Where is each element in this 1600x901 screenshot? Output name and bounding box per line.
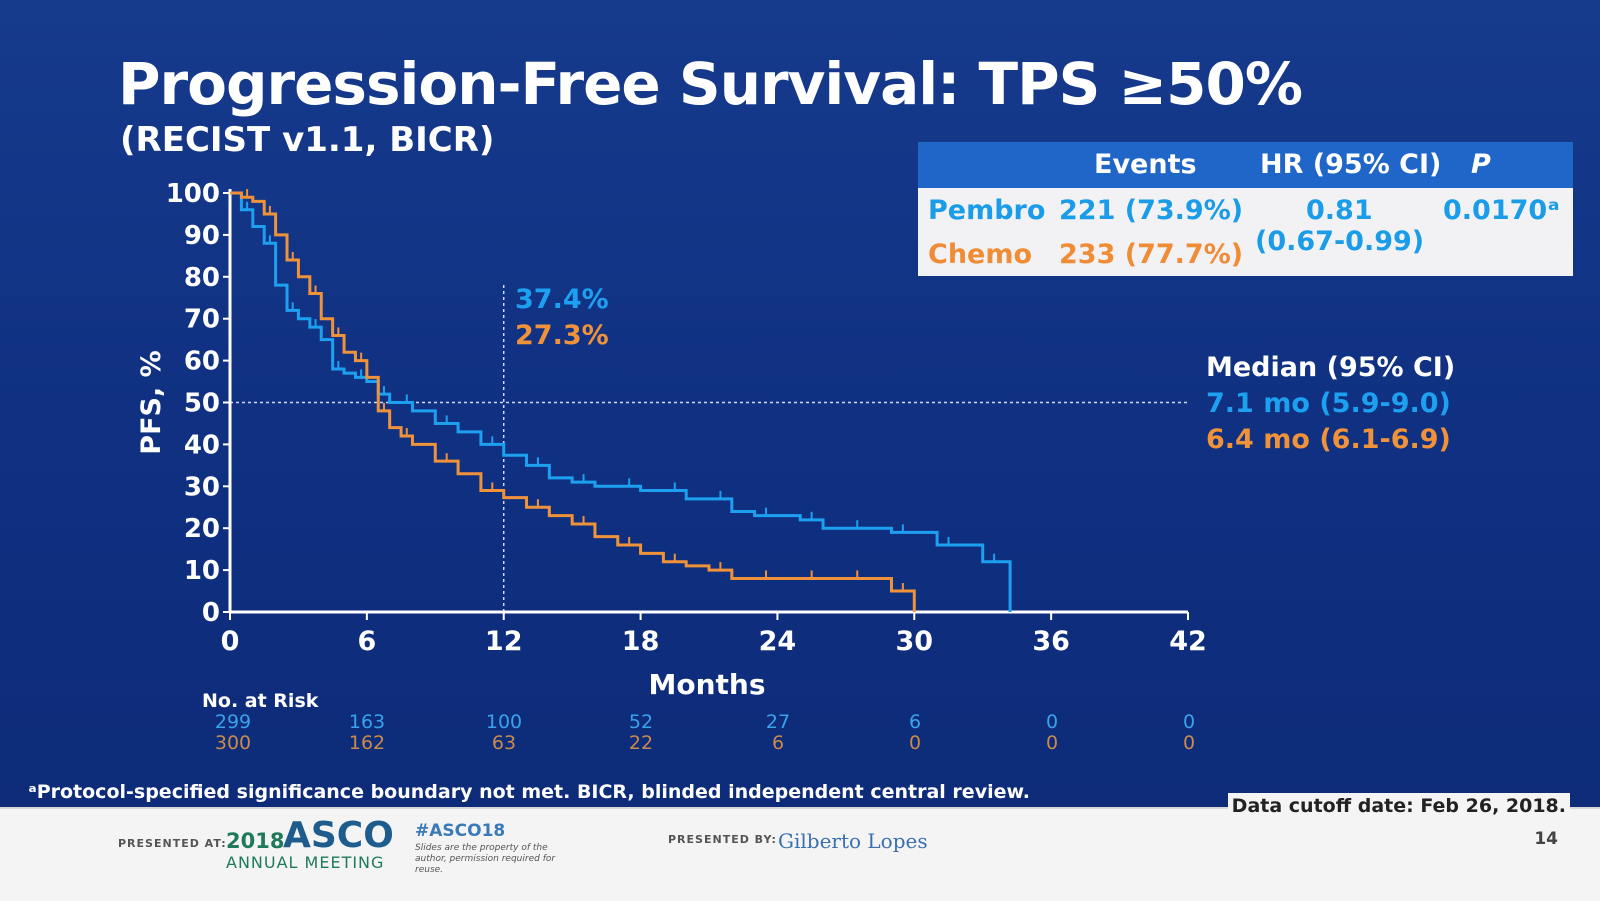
y-tick-label-30: 30 [184, 472, 220, 502]
risk-pembro-42: 0 [1182, 711, 1196, 733]
presenter-name: Gilberto Lopes [778, 829, 928, 853]
chemo-12mo-label: 27.3% [515, 320, 609, 351]
data-cutoff: Data cutoff date: Feb 26, 2018. [1227, 793, 1570, 819]
y-tick-label-20: 20 [184, 514, 220, 544]
y-tick-label-100: 100 [166, 179, 220, 209]
footer-bar: PRESENTED AT: 2018 ASCO ANNUAL MEETING #… [0, 793, 1600, 901]
presented-by-label: PRESENTED BY: [668, 833, 777, 846]
y-tick-label-60: 60 [184, 347, 220, 377]
asco-year: 2018 [226, 829, 285, 853]
p-value: 0.0170ᵃ [1443, 195, 1560, 226]
risk-pembro-6: 163 [348, 711, 386, 733]
asco-logo: ASCO [283, 815, 394, 856]
p-header: P [1471, 149, 1491, 180]
hr-ci: (0.67-0.99) [1255, 226, 1425, 257]
x-tick-label-42: 42 [1169, 626, 1207, 657]
presented-at-label: PRESENTED AT: [118, 837, 227, 850]
risk-chemo-24: 6 [771, 732, 785, 754]
risk-chemo-0: 300 [214, 732, 252, 754]
hr-value: 0.81 [1306, 195, 1373, 226]
series-pembro-curve [230, 191, 1012, 612]
pembro-median: 7.1 mo (5.9-9.0) [1206, 388, 1451, 419]
y-axis-label: PFS, % [136, 350, 167, 454]
x-tick-label-18: 18 [622, 626, 660, 657]
x-axis-label: Months [648, 668, 765, 701]
risk-chemo-12: 63 [491, 732, 517, 754]
risk-pembro-24: 27 [765, 711, 791, 733]
y-tick-label-70: 70 [184, 305, 220, 335]
asco-meeting: ANNUAL MEETING [226, 853, 385, 872]
stats-table: Events HR (95% CI) P Pembro 221 (73.9%) … [918, 142, 1573, 276]
pembro-12mo-label: 37.4% [515, 284, 609, 315]
risk-pembro-30: 6 [908, 711, 922, 733]
chemo-events: 233 (77.7%) [1059, 239, 1244, 270]
x-tick-label-24: 24 [759, 626, 797, 657]
y-tick-label-10: 10 [184, 556, 220, 586]
risk-chemo-42: 0 [1182, 732, 1196, 754]
events-header: Events [1094, 149, 1197, 180]
slide-title: Progression-Free Survival: TPS ≥50% [118, 50, 1303, 118]
pembro-events: 221 (73.9%) [1059, 195, 1244, 226]
hr-header: HR (95% CI) [1260, 149, 1442, 180]
series-chemo-curve [230, 191, 916, 612]
chemo-label: Chemo [928, 239, 1033, 270]
legal-note: Slides are the property of the author, p… [415, 843, 556, 875]
slide-subtitle: (RECIST v1.1, BICR) [120, 120, 495, 160]
risk-pembro-12: 100 [485, 711, 523, 733]
x-tick-label-36: 36 [1032, 626, 1070, 657]
y-tick-label-50: 50 [184, 389, 220, 419]
stats-table-header [918, 142, 1573, 188]
risk-pembro-36: 0 [1045, 711, 1059, 733]
risk-chemo-36: 0 [1045, 732, 1059, 754]
chemo-median: 6.4 mo (6.1-6.9) [1206, 424, 1451, 455]
x-tick-label-30: 30 [895, 626, 933, 657]
hashtag: #ASCO18 [415, 821, 506, 841]
y-tick-label-40: 40 [184, 430, 220, 460]
risk-pembro-0: 299 [214, 711, 252, 733]
footnote: ᵃProtocol-specified significance boundar… [28, 781, 1031, 803]
y-tick-label-0: 0 [202, 598, 220, 628]
y-tick-label-90: 90 [184, 221, 220, 251]
page-number: 14 [1534, 829, 1558, 849]
x-tick-label-6: 6 [357, 626, 376, 657]
risk-chemo-6: 162 [348, 732, 386, 754]
median-title: Median (95% CI) [1206, 352, 1456, 383]
risk-chemo-18: 22 [628, 732, 654, 754]
x-tick-label-0: 0 [221, 626, 240, 657]
risk-pembro-18: 52 [628, 711, 654, 733]
pembro-label: Pembro [928, 195, 1046, 226]
y-tick-label-80: 80 [184, 263, 220, 293]
risk-chemo-30: 0 [908, 732, 922, 754]
x-tick-label-12: 12 [485, 626, 523, 657]
risk-table-title: No. at Risk [202, 690, 319, 712]
